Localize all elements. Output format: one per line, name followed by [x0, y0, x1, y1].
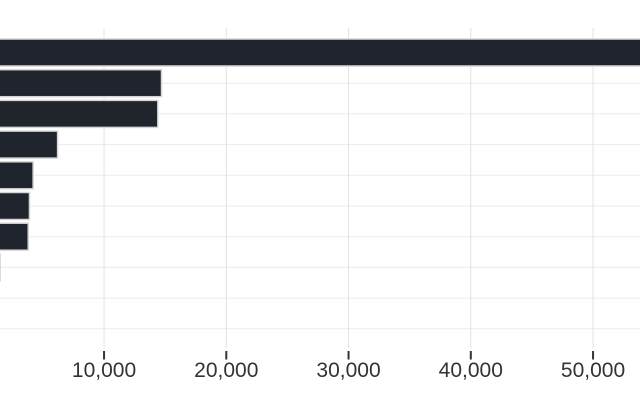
- x-axis-tick-label: 30,000: [316, 359, 380, 382]
- bar: [0, 99, 159, 129]
- x-axis-tick-label: 40,000: [439, 359, 503, 382]
- bar: [0, 38, 640, 67]
- x-axis-tick-label: 20,000: [194, 359, 258, 382]
- bar: [0, 161, 34, 190]
- bar: [0, 130, 59, 159]
- x-axis-tick-label: 10,000: [72, 359, 136, 382]
- x-axis-tick-label: 50,000: [561, 359, 625, 382]
- bar: [0, 191, 31, 221]
- bar: [0, 222, 29, 251]
- bar: [0, 68, 163, 98]
